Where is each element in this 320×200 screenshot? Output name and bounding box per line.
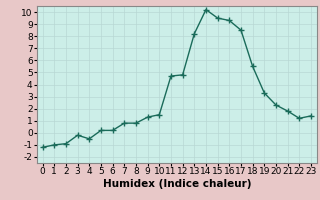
X-axis label: Humidex (Indice chaleur): Humidex (Indice chaleur) <box>102 179 251 189</box>
